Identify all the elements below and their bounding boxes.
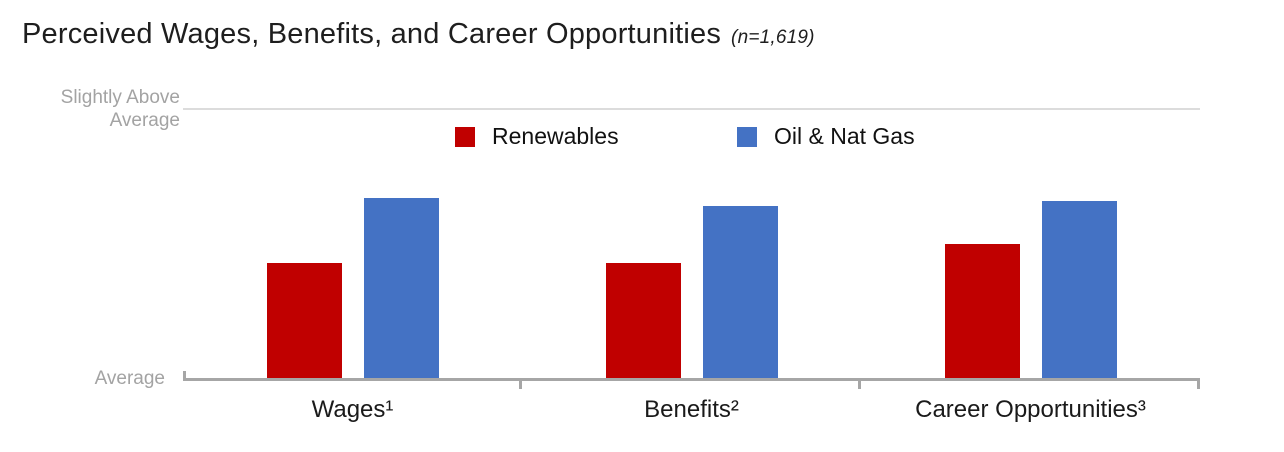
x-axis-category-label-0: Wages¹ — [311, 396, 394, 423]
bar-renewables-0 — [266, 263, 342, 379]
x-axis-line — [183, 371, 1200, 389]
y-axis-label-bottom: Average — [94, 368, 165, 389]
x-axis-tick — [519, 381, 522, 389]
legend-swatch-oil-nat-gas — [737, 126, 757, 147]
legend-label-renewables: Renewables — [492, 123, 619, 149]
y-axis-label-top-line2: Average — [109, 110, 180, 131]
x-axis-tick — [1197, 381, 1200, 389]
chart-title-sample-size: (n=1,619) — [731, 27, 815, 48]
x-axis-origin-tick — [183, 371, 186, 378]
x-axis-category-label-2: Career Opportunities³ — [915, 396, 1146, 423]
y-axis-label-top: Slightly Above Average — [61, 86, 180, 132]
chart-title: Perceived Wages, Benefits, and Career Op… — [22, 18, 815, 51]
y-axis-label-top-line1: Slightly Above — [60, 87, 180, 108]
bar-oil-nat-gas-0 — [363, 198, 439, 379]
legend-item-oil-nat-gas: Oil & Nat Gas — [737, 123, 915, 150]
x-axis-tick — [858, 381, 861, 389]
bar-oil-nat-gas-1 — [702, 206, 778, 379]
bar-oil-nat-gas-2 — [1041, 201, 1117, 379]
bar-renewables-1 — [605, 263, 681, 379]
legend-item-renewables: Renewables — [455, 123, 619, 150]
chart-title-text: Perceived Wages, Benefits, and Career Op… — [22, 18, 722, 50]
legend: Renewables Oil & Nat Gas — [0, 123, 1284, 150]
x-axis-category-label-1: Benefits² — [644, 396, 739, 423]
legend-label-oil-nat-gas: Oil & Nat Gas — [774, 123, 915, 149]
bar-renewables-2 — [944, 244, 1020, 379]
gridline-slightly-above-average — [183, 108, 1200, 110]
legend-swatch-renewables — [455, 126, 475, 147]
